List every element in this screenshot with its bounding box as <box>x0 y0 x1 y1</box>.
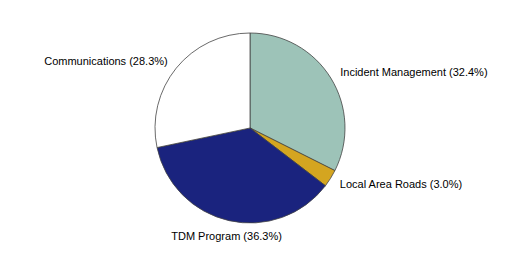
slice-label: Incident Management (32.4%) <box>340 66 487 78</box>
slice-label: Local Area Roads (3.0%) <box>340 178 462 190</box>
slices <box>155 33 345 223</box>
chart-svg: Incident Management (32.4%) Local Area Ro… <box>0 0 528 276</box>
pie-slice <box>155 33 250 148</box>
slice-label: TDM Program (36.3%) <box>171 230 282 242</box>
pie: Incident Management (32.4%) Local Area Ro… <box>44 33 487 242</box>
slice-labels: Incident Management (32.4%) Local Area Ro… <box>44 55 487 242</box>
slice-label: Communications (28.3%) <box>44 55 168 67</box>
